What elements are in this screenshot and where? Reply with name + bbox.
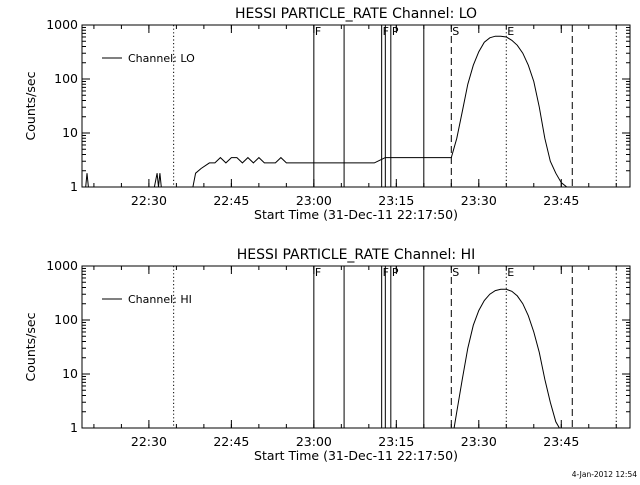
y-tick-label: 1: [70, 179, 78, 194]
event-marker-label: P: [392, 25, 399, 38]
x-tick-label: 23:00: [296, 193, 332, 208]
x-tick-label: 23:45: [543, 434, 579, 449]
x-tick-label: 23:00: [296, 434, 332, 449]
y-tick-label: 10: [62, 125, 78, 140]
y-axis-label: Counts/sec: [23, 312, 38, 381]
legend-label: Channel: HI: [128, 293, 192, 306]
x-tick-label: 22:30: [131, 193, 167, 208]
plot-frame: [81, 265, 631, 429]
y-tick-label: 1: [70, 420, 78, 435]
x-tick-label: 23:30: [461, 193, 497, 208]
y-axis-label: Counts/sec: [23, 71, 38, 140]
y-tick-label: 1000: [46, 17, 78, 32]
series-line: [453, 288, 560, 429]
x-tick-label: 23:15: [378, 434, 414, 449]
event-marker-label: P: [392, 266, 399, 279]
y-tick-label: 10: [62, 366, 78, 381]
x-tick-label: 23:45: [543, 193, 579, 208]
chart-title: HESSI PARTICLE_RATE Channel: LO: [235, 6, 477, 22]
y-tick-label: 100: [54, 312, 78, 327]
x-tick-label: 23:15: [378, 193, 414, 208]
x-axis-label: Start Time (31-Dec-11 22:17:50): [254, 448, 458, 463]
x-tick-label: 22:45: [213, 434, 249, 449]
x-tick-label: 23:30: [461, 434, 497, 449]
x-tick-label: 22:45: [213, 193, 249, 208]
footer-timestamp: 4-Jan-2012 12:54: [572, 470, 637, 479]
event-marker-label: S: [452, 25, 459, 38]
y-tick-label: 100: [54, 71, 78, 86]
plot-frame: [81, 24, 631, 188]
panel-hi-channel: HESSI PARTICLE_RATE Channel: HIFFPSEChan…: [23, 247, 631, 463]
chart-title: HESSI PARTICLE_RATE Channel: HI: [237, 247, 475, 263]
x-tick-label: 22:30: [131, 434, 167, 449]
event-marker-label: E: [507, 266, 514, 279]
event-marker-label: S: [452, 266, 459, 279]
event-marker-label: F: [315, 25, 321, 38]
panel-lo-channel: HESSI PARTICLE_RATE Channel: LOFFPSEChan…: [23, 6, 631, 222]
event-marker-label: F: [315, 266, 321, 279]
legend-label: Channel: LO: [128, 52, 195, 65]
x-axis-label: Start Time (31-Dec-11 22:17:50): [254, 207, 458, 222]
y-tick-label: 1000: [46, 258, 78, 273]
event-marker-label: E: [507, 25, 514, 38]
